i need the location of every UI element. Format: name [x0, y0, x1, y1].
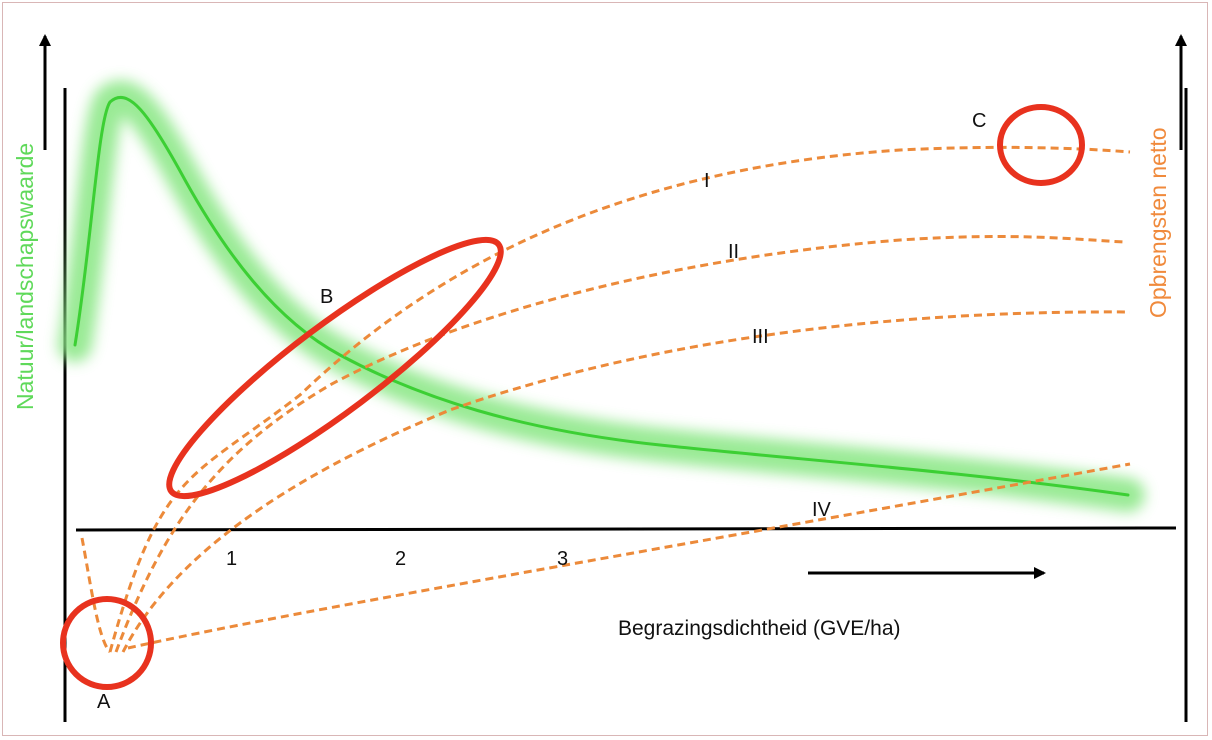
y-axis-label-right: Opbrengsten netto — [1145, 127, 1171, 318]
y-axis-label-left: Natuur/landschapswaarde — [12, 143, 38, 410]
nature-value-curve — [58, 80, 1145, 512]
annotation-label-A: A — [97, 691, 111, 713]
x-tick-label-3: 3 — [557, 548, 568, 570]
series-line-I — [108, 145, 1131, 653]
series-line-III — [121, 310, 1131, 653]
x-tick-label-2: 2 — [395, 548, 406, 570]
series-label-II: II — [728, 241, 739, 263]
series-line-II — [114, 235, 1126, 653]
x-axis-label: Begrazingsdichtheid (GVE/ha) — [618, 617, 901, 640]
series-label-III: III — [752, 326, 769, 348]
series-label-I: I — [704, 170, 710, 192]
annotation-circle-C — [997, 104, 1085, 186]
annotation-label-C: C — [972, 110, 986, 132]
yield-dip — [80, 537, 112, 654]
annotation-label-B: B — [320, 286, 333, 308]
annotation-circle-A — [60, 596, 154, 690]
series-label-IV: IV — [812, 499, 832, 521]
annotation-ellipse-B — [166, 236, 504, 500]
yield-curves — [80, 145, 1131, 654]
x-tick-label-1: 1 — [226, 548, 237, 570]
x-axis-line — [75, 526, 1177, 532]
series-line-IV — [127, 462, 1131, 650]
